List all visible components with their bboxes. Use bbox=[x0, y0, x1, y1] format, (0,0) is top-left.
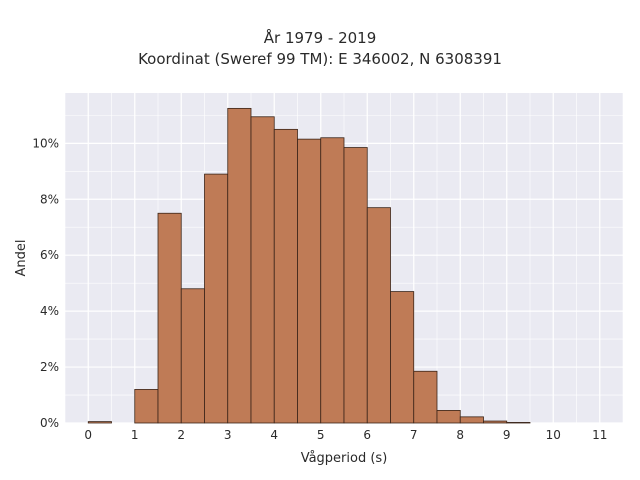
x-tick-label: 1 bbox=[131, 428, 139, 442]
y-tick-label: 0% bbox=[40, 416, 59, 430]
x-tick-label: 6 bbox=[363, 428, 371, 442]
y-tick-label: 6% bbox=[40, 248, 59, 262]
histogram-bar bbox=[483, 420, 508, 424]
histogram-bars bbox=[87, 107, 531, 424]
x-tick-label: 2 bbox=[177, 428, 185, 442]
histogram-bar bbox=[87, 421, 112, 424]
y-axis-ticks: 0% 2% 4% 6% 8% 10% bbox=[32, 136, 59, 430]
histogram-bar bbox=[390, 291, 415, 424]
histogram-bar bbox=[506, 422, 531, 424]
y-axis-label: Andel bbox=[14, 240, 29, 277]
histogram-bar bbox=[157, 212, 182, 424]
histogram-bar bbox=[250, 116, 275, 424]
y-tick-label: 2% bbox=[40, 360, 59, 374]
histogram-bar bbox=[180, 288, 205, 424]
histogram-bar bbox=[273, 128, 298, 424]
histogram-bar bbox=[297, 138, 322, 424]
x-tick-label: 8 bbox=[456, 428, 464, 442]
x-axis-ticks: 0 1 2 3 4 5 6 7 8 9 10 11 bbox=[84, 428, 607, 442]
x-tick-label: 5 bbox=[317, 428, 325, 442]
x-tick-label: 7 bbox=[410, 428, 418, 442]
x-tick-label: 0 bbox=[84, 428, 92, 442]
histogram-bar bbox=[134, 389, 159, 424]
histogram-bar bbox=[343, 147, 368, 424]
x-axis-label: Vågperiod (s) bbox=[301, 451, 388, 466]
y-tick-label: 8% bbox=[40, 192, 59, 206]
x-tick-label: 9 bbox=[503, 428, 511, 442]
histogram-bar bbox=[204, 173, 229, 424]
chart-title-line-2: Koordinat (Sweref 99 TM): E 346002, N 63… bbox=[138, 50, 502, 68]
histogram-bar bbox=[320, 137, 345, 424]
y-tick-label: 4% bbox=[40, 304, 59, 318]
histogram-bar bbox=[413, 370, 438, 424]
histogram-bar bbox=[366, 207, 391, 424]
histogram-bar bbox=[459, 416, 484, 424]
chart-title-line-1: År 1979 - 2019 bbox=[263, 29, 377, 47]
x-tick-label: 10 bbox=[546, 428, 561, 442]
x-tick-label: 4 bbox=[270, 428, 278, 442]
histogram-bar bbox=[436, 410, 461, 424]
x-tick-label: 11 bbox=[592, 428, 607, 442]
y-tick-label: 10% bbox=[32, 136, 59, 150]
x-tick-label: 3 bbox=[224, 428, 232, 442]
histogram-bar bbox=[227, 107, 252, 424]
